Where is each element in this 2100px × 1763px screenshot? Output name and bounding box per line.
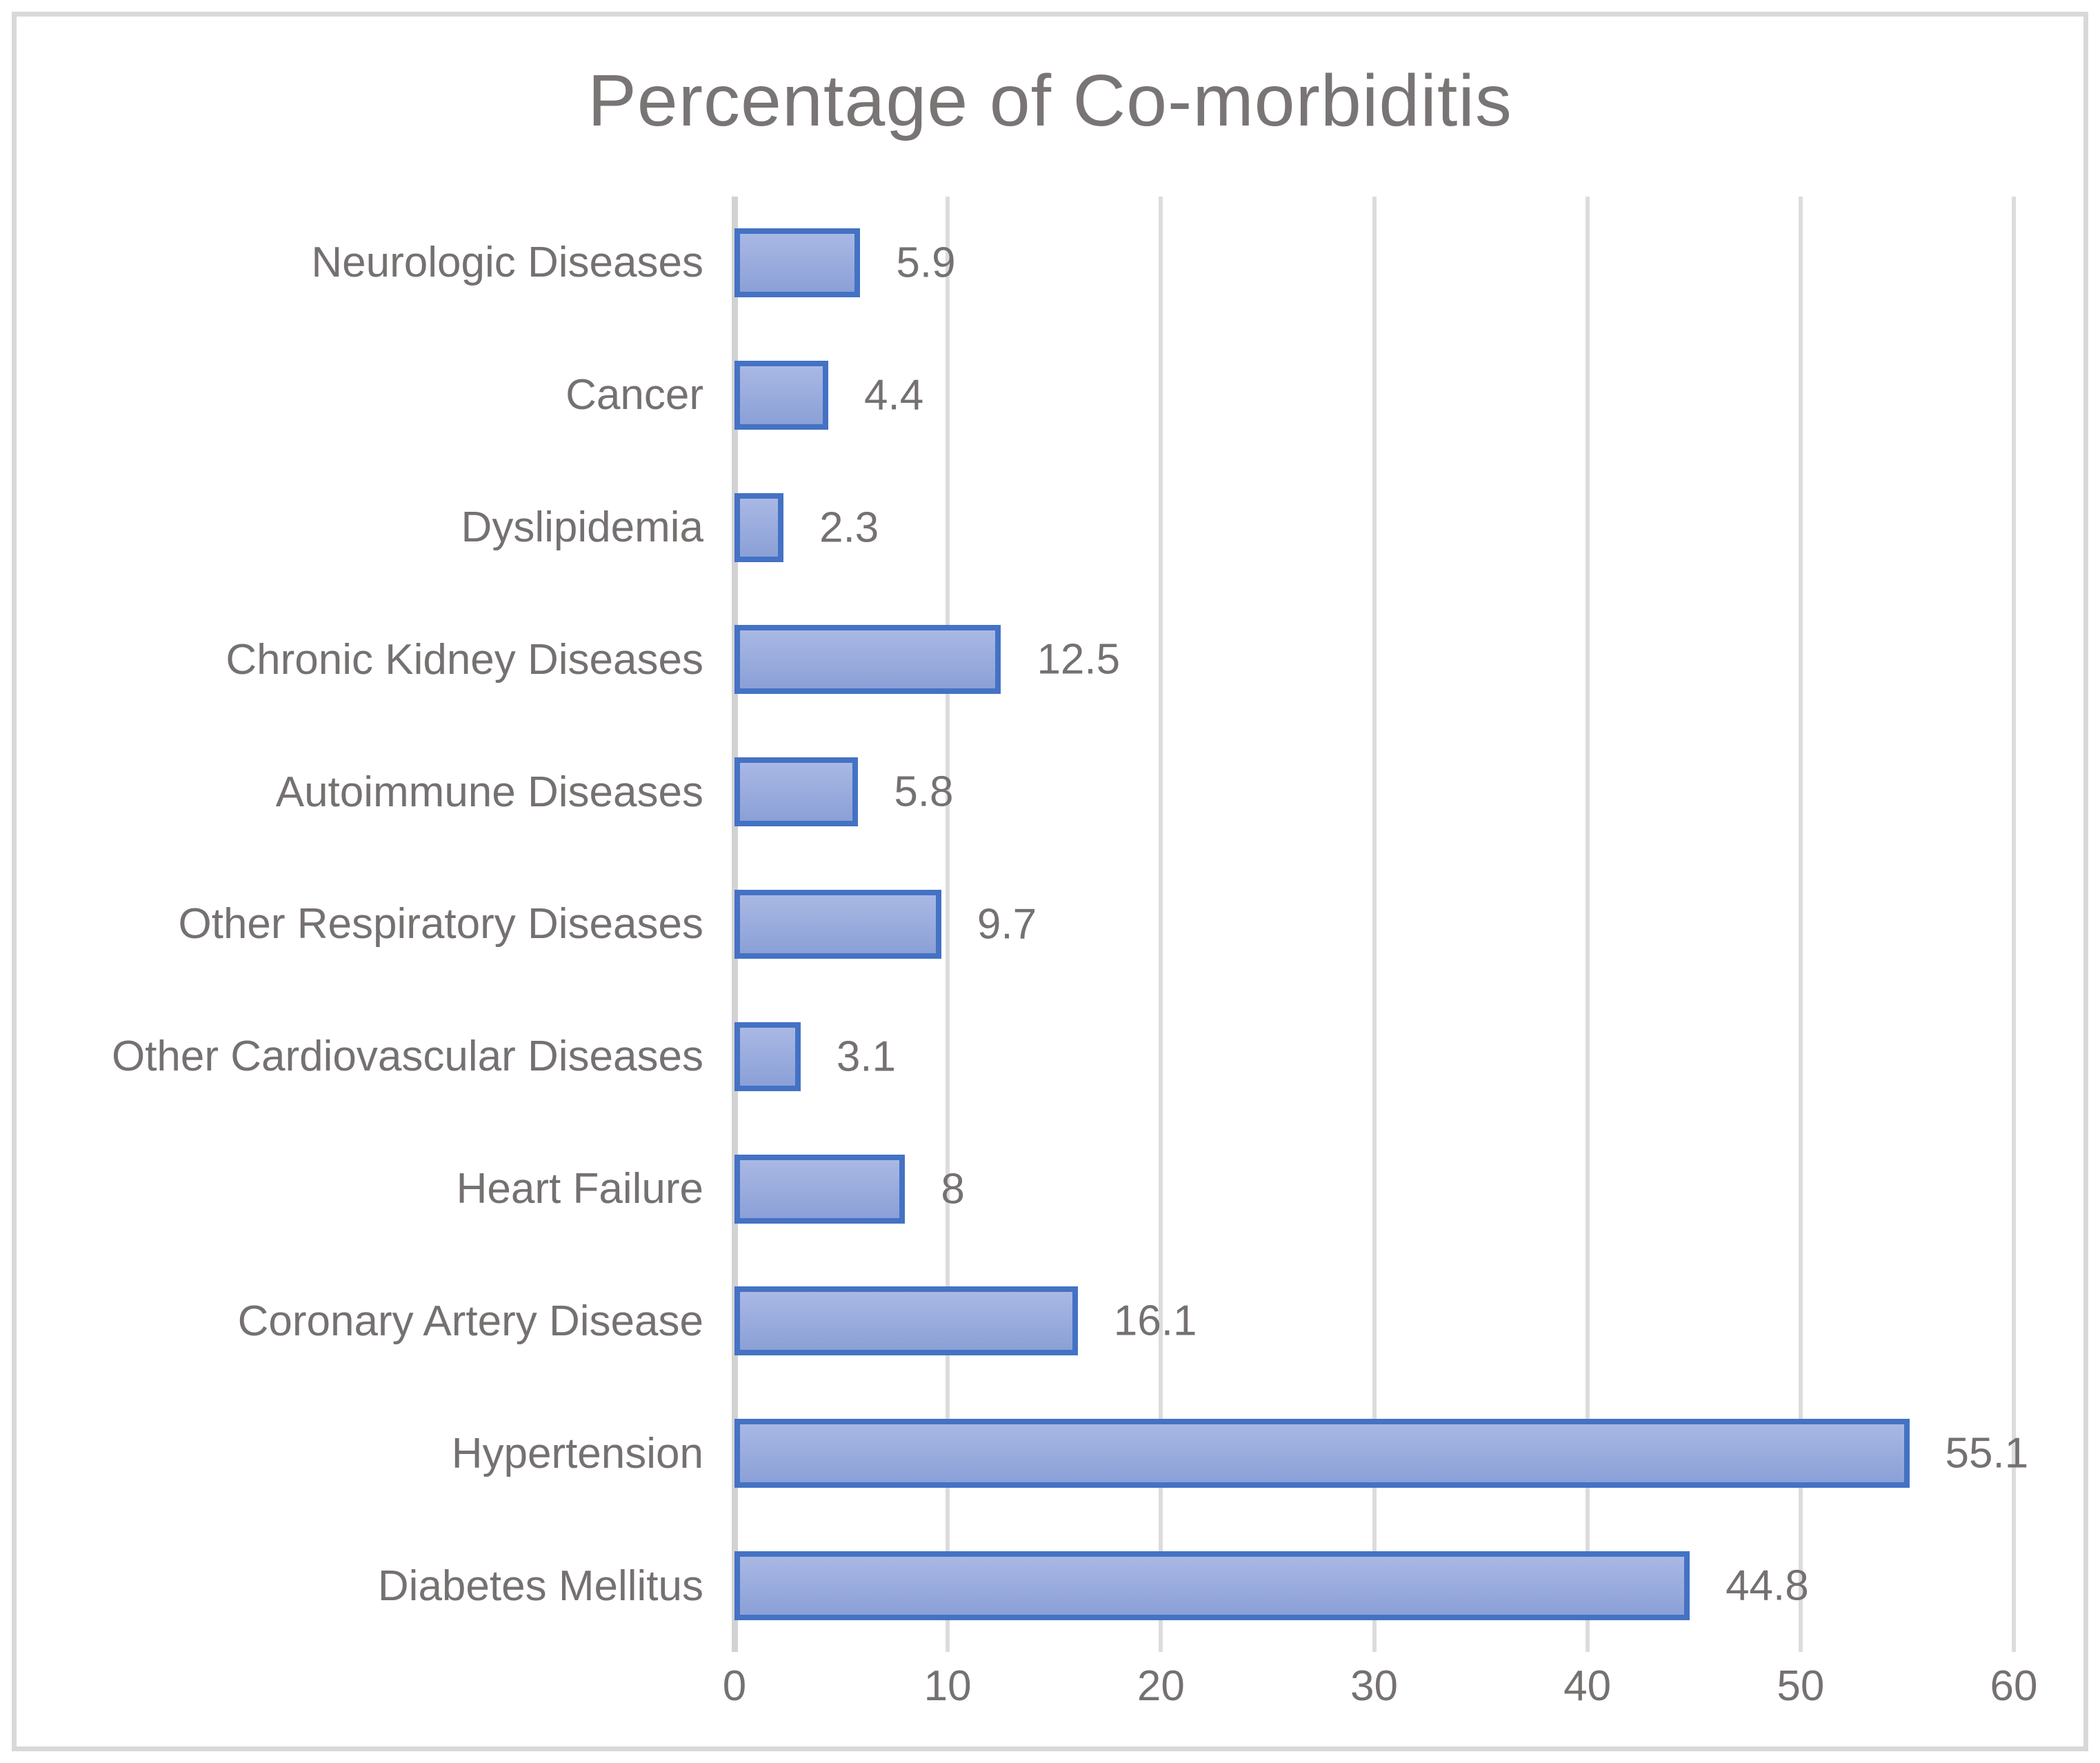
x-axis-tick-label: 20	[1137, 1662, 1185, 1710]
bar-row: Other Respiratory Diseases 9.7	[0, 858, 2100, 990]
bar	[734, 625, 1001, 695]
x-axis-tick-label: 50	[1777, 1662, 1825, 1710]
value-label: 8	[941, 1165, 965, 1213]
chart-frame	[12, 12, 2088, 1751]
gridline	[2012, 197, 2016, 1652]
gridline	[946, 197, 950, 1652]
bar	[734, 757, 859, 827]
bar	[734, 889, 941, 959]
bar	[734, 1154, 906, 1224]
bar	[734, 492, 784, 562]
value-label: 12.5	[1037, 635, 1121, 684]
chart-title: Percentage of Co-morbiditis	[588, 60, 1512, 141]
bar	[734, 1551, 1690, 1621]
gridline	[1585, 197, 1590, 1652]
bar-row: Coronary Artery Disease 16.1	[0, 1255, 2100, 1388]
category-label: Chronic Kidney Diseases	[226, 635, 703, 684]
bar-row: Other Cardiovascular Diseases 3.1	[0, 990, 2100, 1123]
category-label: Cancer	[566, 371, 703, 419]
x-axis-tick-label: 40	[1563, 1662, 1612, 1710]
bar-row: Heart Failure 8	[0, 1123, 2100, 1255]
value-label: 44.8	[1726, 1562, 1809, 1610]
bar	[734, 1286, 1078, 1356]
gridline	[1372, 197, 1377, 1652]
category-label: Autoimmune Diseases	[275, 768, 703, 816]
value-label: 5.9	[896, 239, 956, 287]
bar	[734, 1022, 801, 1091]
bar-row: Neurologic Diseases 5.9	[0, 197, 2100, 329]
value-label: 9.7	[977, 900, 1037, 948]
category-label: Diabetes Mellitus	[377, 1562, 703, 1610]
category-label: Heart Failure	[456, 1165, 703, 1213]
x-axis-tick-label: 10	[923, 1662, 972, 1710]
x-axis-tick-label: 0	[722, 1662, 747, 1710]
gridline	[1159, 197, 1163, 1652]
bar-row: Diabetes Mellitus 44.8	[0, 1520, 2100, 1652]
value-label: 3.1	[836, 1033, 897, 1081]
category-label: Dyslipidemia	[461, 504, 703, 552]
bar-row: Hypertension 55.1	[0, 1387, 2100, 1520]
category-label: Other Respiratory Diseases	[178, 900, 704, 948]
bar-row: Chronic Kidney Diseases 12.5	[0, 593, 2100, 726]
bar-row: Dyslipidemia 2.3	[0, 461, 2100, 594]
category-label: Coronary Artery Disease	[237, 1297, 703, 1345]
bar	[734, 360, 829, 430]
bar-row: Autoimmune Diseases 5.8	[0, 726, 2100, 858]
category-label: Other Cardiovascular Diseases	[111, 1033, 703, 1081]
x-axis-tick-label: 60	[1990, 1662, 2038, 1710]
value-label: 55.1	[1945, 1429, 2029, 1477]
value-label: 16.1	[1113, 1297, 1197, 1345]
bar	[734, 1419, 1910, 1488]
bar	[734, 228, 861, 297]
value-label: 4.4	[864, 371, 924, 419]
x-axis-tick-label: 30	[1350, 1662, 1398, 1710]
value-label: 2.3	[819, 504, 879, 552]
category-label: Hypertension	[451, 1429, 703, 1477]
value-label: 5.8	[894, 768, 954, 816]
category-label: Neurologic Diseases	[311, 239, 703, 287]
bar-row: Cancer 4.4	[0, 329, 2100, 461]
gridline	[1798, 197, 1803, 1652]
